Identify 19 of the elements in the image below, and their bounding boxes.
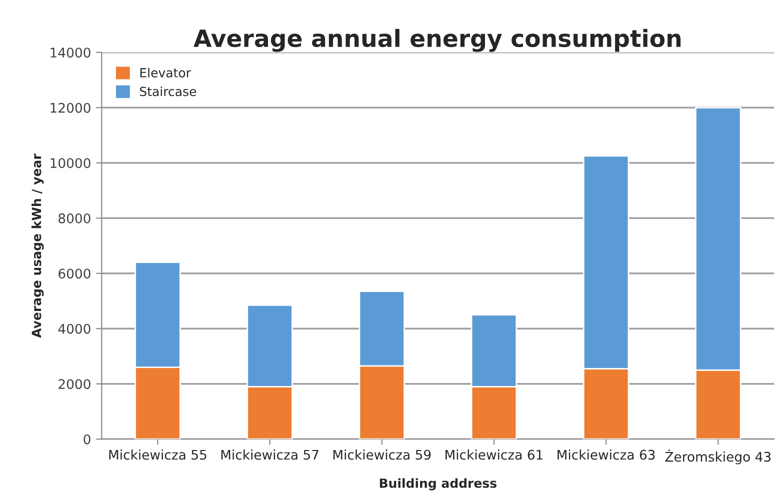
- y-tick-label: 4000: [58, 324, 90, 334]
- y-tick-label: 10000: [50, 158, 90, 168]
- y-tick-label: 12000: [50, 102, 90, 113]
- y-tick-label: 6000: [58, 268, 90, 279]
- y-axis-title: Average usage kWh / year: [32, 154, 44, 338]
- x-tick-label: Mickiewicza 57: [221, 450, 318, 460]
- x-tick-label: Mickiewicza 55: [109, 450, 206, 460]
- x-tick-label: Żeromskiego 43: [665, 450, 771, 464]
- y-tick-label: 14000: [50, 48, 90, 58]
- y-tick-label: 0: [84, 434, 90, 444]
- y-tick-label: 2000: [58, 379, 90, 390]
- x-tick-label: Mickiewicza 63: [558, 450, 655, 460]
- x-tick-label: Mickiewicza 61: [446, 450, 542, 460]
- legend-label: Elevator: [140, 68, 191, 78]
- chart-title: Average annual energy consumption: [194, 28, 681, 52]
- y-tick-label: 8000: [58, 213, 90, 224]
- x-tick-label: Mickiewicza 59: [333, 450, 431, 460]
- legend-label: Staircase: [140, 86, 196, 96]
- x-axis-title: Building address: [380, 478, 496, 490]
